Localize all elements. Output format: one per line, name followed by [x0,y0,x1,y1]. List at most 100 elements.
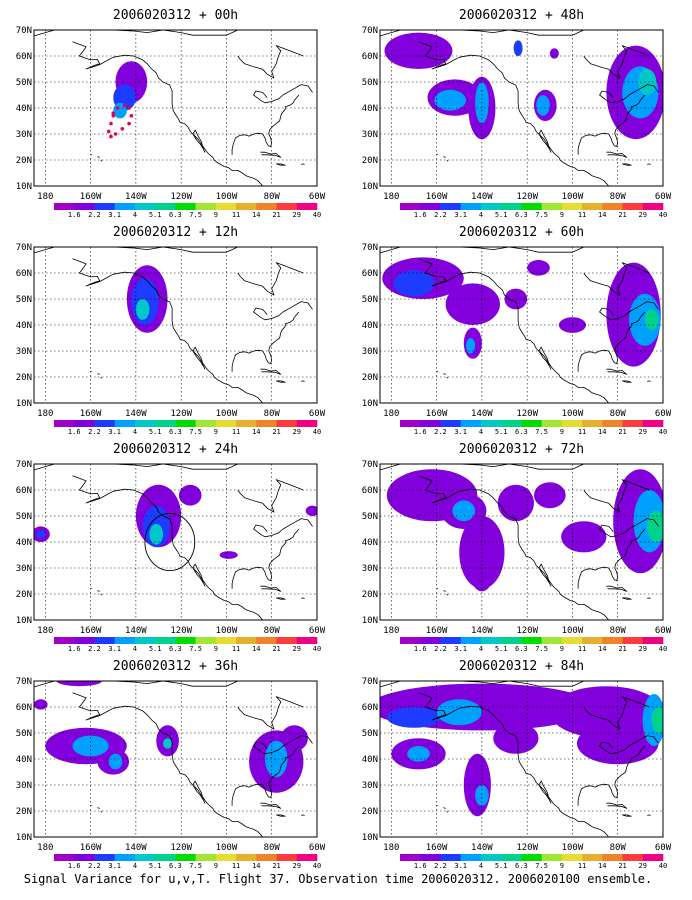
colorbar-swatch [256,203,277,210]
colorbar-label: 1.6 [68,862,81,870]
colorbar-swatch [420,854,441,861]
colorbar-swatch [521,420,542,427]
colorbar-swatch [74,637,95,644]
map-plot-area [34,247,317,403]
colorbar-label: 6.3 [169,211,182,219]
lon-tick-label: 120W [170,192,192,202]
coastline [34,681,313,837]
flight-track-point [106,129,111,134]
colorbar-label: 5.1 [149,645,162,653]
colorbar-label: 5.1 [495,211,508,219]
colorbar-label: 9 [560,862,564,870]
flight-track-point [120,127,125,131]
colorbar-swatch [642,637,664,644]
colorbar-label: 11 [232,211,240,219]
lat-tick-label: 10N [16,182,32,192]
colorbar-label: 29 [293,862,301,870]
lon-tick-label: 160W [80,409,102,419]
colorbar-label: 2.2 [434,862,447,870]
colorbar-swatch [561,854,583,861]
colorbar-label: 9 [560,645,564,653]
colorbar-swatch [276,203,298,210]
colorbar-swatch [582,637,603,644]
lon-tick-label: 140W [125,409,147,419]
flight-track-point [109,134,113,139]
lat-tick-label: 40N [16,538,32,548]
lon-tick-label: 180 [383,843,399,853]
colorbar-swatch [582,420,603,427]
colorbar-label: 5.1 [149,428,162,436]
colorbar: 1.6 2.2 3.1 4 5.1 6.3 7.5 9 11 14 21 29 40 [400,203,667,219]
lat-tick-label: 50N [16,295,32,305]
colorbar-swatch [94,203,115,210]
colorbar-label: 29 [639,645,647,653]
lat-tick-label: 30N [362,781,378,791]
colorbar-label: 1.6 [68,211,81,219]
lon-tick-label: 80W [610,843,627,853]
variance-contour [452,500,476,522]
colorbar-label: 11 [232,862,240,870]
lat-tick-label: 10N [362,182,378,192]
variance-contour [527,260,550,276]
colorbar-label: 21 [272,645,280,653]
lat-tick-label: 70N [16,677,32,687]
colorbar-swatch [74,203,95,210]
variance-contour [436,699,482,726]
colorbar-label: 3.1 [108,211,121,219]
map-plot-area [380,30,663,186]
colorbar-swatch [460,854,482,861]
map-frame [379,246,664,404]
lat-tick-label: 70N [16,460,32,470]
colorbar-swatch [94,637,115,644]
colorbar-label: 1.6 [68,645,81,653]
lat-tick-label: 30N [16,564,32,574]
colorbar-label: 7.5 [189,862,202,870]
map-plot-area [34,30,317,186]
flight-track-point [113,132,118,136]
lat-tick-label: 20N [362,807,378,817]
colorbar-label: 2.2 [88,211,101,219]
lat-tick-label: 20N [16,156,32,166]
colorbar: 1.6 2.2 3.1 4 5.1 6.3 7.5 9 11 14 21 29 40 [400,854,667,870]
lon-tick-label: 120W [170,626,192,636]
colorbar-label: 2.2 [434,211,447,219]
lon-tick-label: 140W [471,192,493,202]
lon-tick-label: 80W [264,409,281,419]
colorbar-swatch [175,637,196,644]
lon-tick-label: 100W [562,409,584,419]
lon-tick-label: 180 [383,409,399,419]
figure-caption: Signal Variance for u,v,T. Flight 37. Ob… [24,872,653,886]
variance-contour [407,746,430,762]
colorbar-label: 6.3 [169,645,182,653]
colorbar-swatch [420,420,441,427]
lat-tick-label: 10N [16,616,32,626]
colorbar-swatch [114,420,136,427]
colorbar-label: 40 [659,862,667,870]
colorbar-label: 21 [272,428,280,436]
variance-contour [533,482,566,509]
colorbar-swatch [642,854,664,861]
lon-tick-label: 160W [426,409,448,419]
colorbar-swatch [175,420,196,427]
colorbar-label: 2.2 [88,862,101,870]
colorbar-swatch [276,637,298,644]
colorbar-label: 3.1 [108,428,121,436]
colorbar-swatch [54,854,75,861]
colorbar-label: 21 [272,862,280,870]
panel-title: 2006020312 + 48h [459,8,584,23]
variance-contour [561,521,607,553]
colorbar-swatch [420,203,441,210]
colorbar-swatch [134,637,156,644]
colorbar-label: 14 [252,211,260,219]
colorbar-swatch [440,203,461,210]
colorbar-label: 9 [214,211,218,219]
colorbar-label: 6.3 [169,428,182,436]
lat-tick-label: 50N [362,512,378,522]
colorbar-label: 11 [578,211,586,219]
colorbar-swatch [236,637,257,644]
variance-contour [264,740,288,778]
colorbar-swatch [256,637,277,644]
colorbar-swatch [195,637,217,644]
colorbar-label: 14 [598,428,606,436]
colorbar-swatch [622,854,644,861]
